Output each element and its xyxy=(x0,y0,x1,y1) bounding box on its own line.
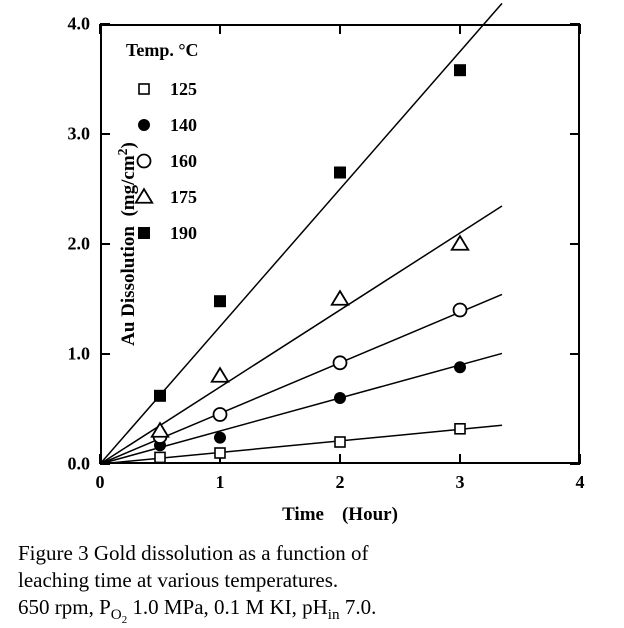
data-point xyxy=(332,291,348,305)
data-point xyxy=(155,452,165,462)
x-tick-label: 4 xyxy=(560,472,600,493)
caption-line-3: 650 rpm, PO2 1.0 MPa, 0.1 M KI, pHin 7.0… xyxy=(18,594,624,628)
data-point xyxy=(454,64,466,76)
data-point xyxy=(455,424,465,434)
data-point xyxy=(454,304,467,317)
x-tick-label: 0 xyxy=(80,472,120,493)
caption-line-1: Figure 3 Gold dissolution as a function … xyxy=(18,540,624,567)
y-tick-label: 0.0 xyxy=(40,454,90,475)
x-tick-label: 1 xyxy=(200,472,240,493)
data-point xyxy=(154,390,166,402)
data-point xyxy=(334,356,347,369)
plot-svg xyxy=(100,24,580,464)
x-axis-title-word2: (Hour) xyxy=(342,504,398,526)
data-point xyxy=(452,236,468,250)
data-point xyxy=(335,437,345,447)
x-axis-title: Time (Hour) xyxy=(100,504,580,526)
x-axis-title-word1: Time xyxy=(282,504,324,525)
figure-caption: Figure 3 Gold dissolution as a function … xyxy=(18,540,624,628)
y-tick-label: 3.0 xyxy=(40,124,90,145)
data-point xyxy=(215,448,225,458)
y-tick-label: 1.0 xyxy=(40,344,90,365)
chart-area: 01234 0.01.02.03.04.0 Time(Hour) Au Diss… xyxy=(100,24,580,464)
data-point xyxy=(454,361,466,373)
data-point xyxy=(212,368,228,382)
data-point xyxy=(334,392,346,404)
data-point xyxy=(214,432,226,444)
data-point xyxy=(214,295,226,307)
data-point xyxy=(214,408,227,421)
data-point xyxy=(334,167,346,179)
x-tick-label: 2 xyxy=(320,472,360,493)
caption-line-2: leaching time at various temperatures. xyxy=(18,567,624,594)
x-tick-label: 3 xyxy=(440,472,480,493)
y-tick-label: 2.0 xyxy=(40,234,90,255)
y-tick-label: 4.0 xyxy=(40,14,90,35)
